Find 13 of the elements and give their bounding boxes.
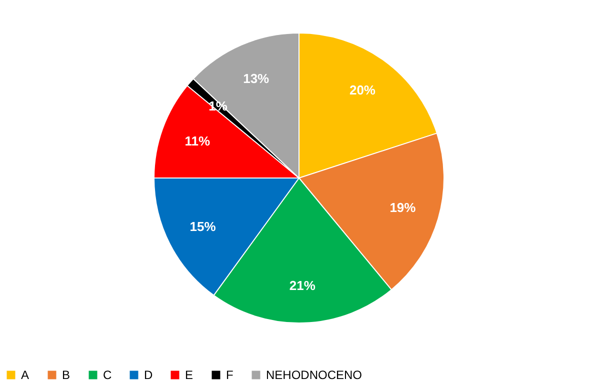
data-label: 13%	[243, 70, 270, 86]
data-label: 19%	[390, 200, 416, 216]
legend-label: D	[144, 368, 153, 382]
legend-label: A	[21, 368, 30, 382]
legend-label: E	[185, 368, 194, 382]
legend-label: F	[226, 368, 234, 382]
legend-label: NEHODNOCENO	[266, 368, 362, 382]
data-label: 11%	[184, 133, 210, 148]
legend-label: C	[103, 368, 112, 382]
data-label: 20%	[349, 82, 376, 98]
data-label: 21%	[289, 278, 316, 293]
data-label: 15%	[190, 219, 216, 234]
legend-label: B	[62, 368, 70, 382]
